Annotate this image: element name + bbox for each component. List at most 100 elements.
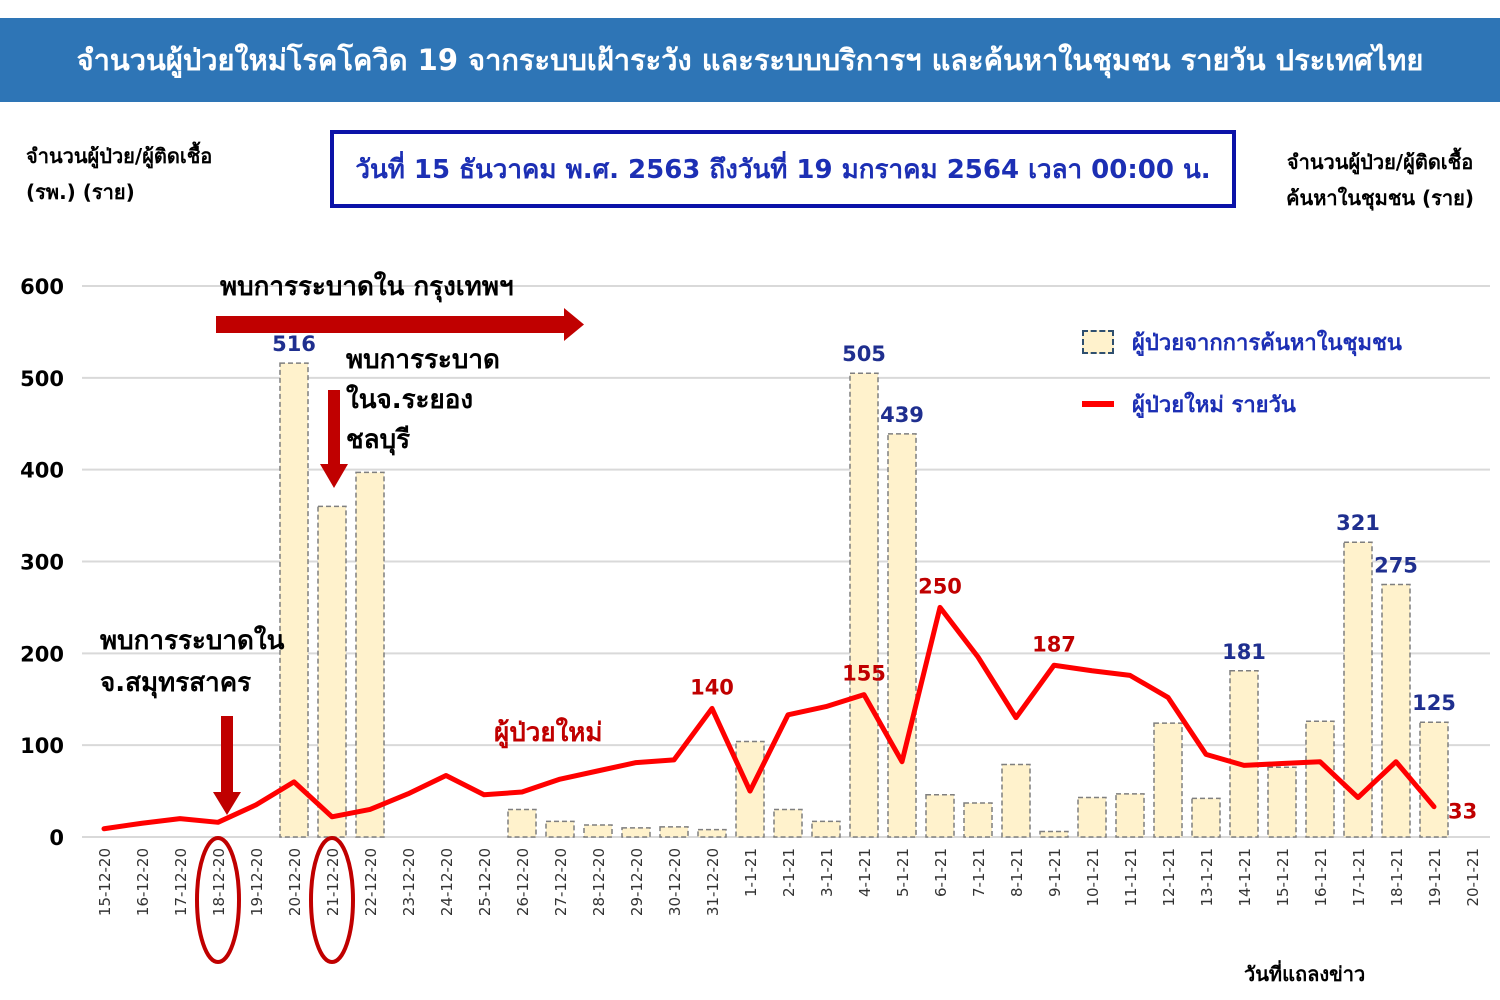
bar-label-19-1-21: 125 [1412,691,1456,715]
left-axis-label-line2: (รพ.) (ราย) [26,180,135,204]
legend-line-label: ผู้ป่วยใหม่ รายวัน [1132,392,1296,418]
y-tick-label-300: 300 [20,551,64,575]
line-point-28-12-20 [596,769,600,773]
bar-11-1-21 [1115,793,1145,838]
bar-label-17-1-21: 321 [1336,511,1380,535]
line-point-25-12-20 [482,793,486,797]
line-point-16-12-20 [140,821,144,825]
x-tick-label-2-1-21: 2-1-21 [780,848,798,897]
line-point-26-12-20 [520,790,524,794]
x-tick-label-3-1-21: 3-1-21 [818,848,836,897]
line-series-label: ผู้ป่วยใหม่ [494,718,603,748]
bar-7-1-21 [963,802,993,838]
bar-13-1-21 [1191,797,1221,838]
line-point-7-1-21 [976,655,980,659]
line-point-13-1-21 [1204,752,1208,756]
bar-22-12-20 [355,471,385,838]
bar-14-1-21 [1229,670,1259,838]
line-point-5-1-21 [900,760,904,764]
annotation-bangkok: พบการระบาดใน กรุงเทพฯ [220,272,514,302]
x-tick-label-15-12-20: 15-12-20 [96,848,114,916]
samut-arrow-shaft [221,716,233,792]
bar-27-12-20 [545,820,575,838]
right-axis-label-line1: จำนวนผู้ป่วย/ผู้ติดเชื้อ [1286,150,1474,174]
legend-item-line: ผู้ป่วยใหม่ รายวัน [1082,384,1402,424]
x-tick-label-26-12-20: 26-12-20 [514,848,532,916]
x-tick-label-27-12-20: 27-12-20 [552,848,570,916]
highlight-ellipse-18-12-20 [195,836,241,964]
line-point-12-1-21 [1166,695,1170,699]
x-tick-label-23-12-20: 23-12-20 [400,848,418,916]
bar-26-12-20 [507,808,537,838]
bar-29-12-20 [621,827,651,838]
y-tick-label-500: 500 [20,367,64,391]
line-point-21-12-20 [330,815,334,819]
bar-31-12-20 [697,828,727,838]
line-point-14-1-21 [1242,763,1246,767]
x-tick-label-20-1-21: 20-1-21 [1464,848,1482,907]
x-tick-label-19-12-20: 19-12-20 [248,848,266,916]
x-tick-label-25-12-20: 25-12-20 [476,848,494,916]
annotation-samut-line2: จ.สมุทรสาคร [100,668,252,698]
line-point-31-12-20 [710,706,714,710]
x-tick-label-14-1-21: 14-1-21 [1236,848,1254,907]
legend-line-swatch [1082,401,1114,407]
bar-12-1-21 [1153,722,1183,838]
bar-17-1-21 [1343,541,1373,838]
bar-20-12-20 [279,362,309,838]
annotation-rayong-line1: พบการระบาด [346,345,500,375]
line-label-4-1-21: 155 [842,662,886,686]
date-range-text: วันที่ 15 ธันวาคม พ.ศ. 2563 ถึงวันที่ 19… [355,154,1211,185]
x-tick-label-22-12-20: 22-12-20 [362,848,380,916]
annotation-rayong-line3: ชลบุรี [346,425,411,455]
annotation-samut-line1: พบการระบาดใน [100,626,285,656]
bar-3-1-21 [811,820,841,838]
bar-2-1-21 [773,808,803,838]
line-point-4-1-21 [862,693,866,697]
line-point-20-12-20 [292,780,296,784]
line-point-8-1-21 [1014,716,1018,720]
line-point-19-12-20 [254,803,258,807]
bar-16-1-21 [1305,720,1335,838]
x-tick-label-5-1-21: 5-1-21 [894,848,912,897]
x-tick-label-24-12-20: 24-12-20 [438,848,456,916]
legend-bar-label: ผู้ป่วยจากการค้นหาในชุมชน [1132,330,1402,356]
bar-label-20-12-20: 516 [272,332,316,356]
right-axis-label: จำนวนผู้ป่วย/ผู้ติดเชื้อ ค้นหาในชุมชน (ร… [1286,144,1474,216]
bar-28-12-20 [583,824,613,838]
x-tick-label-13-1-21: 13-1-21 [1198,848,1216,907]
y-tick-label-100: 100 [20,734,64,758]
x-tick-label-9-1-21: 9-1-21 [1046,848,1064,897]
line-point-10-1-21 [1090,669,1094,673]
x-tick-label-18-1-21: 18-1-21 [1388,848,1406,907]
line-point-6-1-21 [938,605,942,609]
left-axis-label: จำนวนผู้ป่วย/ผู้ติดเชื้อ (รพ.) (ราย) [26,138,212,210]
bangkok-arrow-shaft [216,316,564,333]
annotation-samut-sakhon: พบการระบาดใน จ.สมุทรสาคร [100,620,284,704]
line-point-18-1-21 [1394,760,1398,764]
y-tick-label-600: 600 [20,275,64,299]
line-point-11-1-21 [1128,673,1132,677]
date-range-box: วันที่ 15 ธันวาคม พ.ศ. 2563 ถึงวันที่ 19… [330,130,1236,208]
y-tick-label-200: 200 [20,642,64,666]
bar-19-1-21 [1419,721,1449,838]
x-tick-label-11-1-21: 11-1-21 [1122,848,1140,907]
bar-21-12-20 [317,505,347,838]
x-tick-label-16-12-20: 16-12-20 [134,848,152,916]
x-tick-label-30-12-20: 30-12-20 [666,848,684,916]
line-label-31-12-20: 140 [690,675,734,699]
right-axis-label-line2: ค้นหาในชุมชน (ราย) [1286,186,1474,210]
annotation-rayong: พบการระบาด ในจ.ระยอง ชลบุรี [346,340,500,460]
x-tick-label-10-1-21: 10-1-21 [1084,848,1102,907]
line-point-23-12-20 [406,792,410,796]
y-tick-label-400: 400 [20,459,64,483]
line-point-16-1-21 [1318,760,1322,764]
left-axis-label-line1: จำนวนผู้ป่วย/ผู้ติดเชื้อ [26,144,213,168]
line-label-19-1-21: 33 [1448,800,1477,824]
x-tick-label-7-1-21: 7-1-21 [970,848,988,897]
bar-8-1-21 [1001,763,1031,838]
annotation-rayong-line2: ในจ.ระยอง [346,385,474,415]
rayong-arrow-shaft [328,390,340,464]
x-tick-label-4-1-21: 4-1-21 [856,848,874,897]
bar-10-1-21 [1077,796,1107,838]
